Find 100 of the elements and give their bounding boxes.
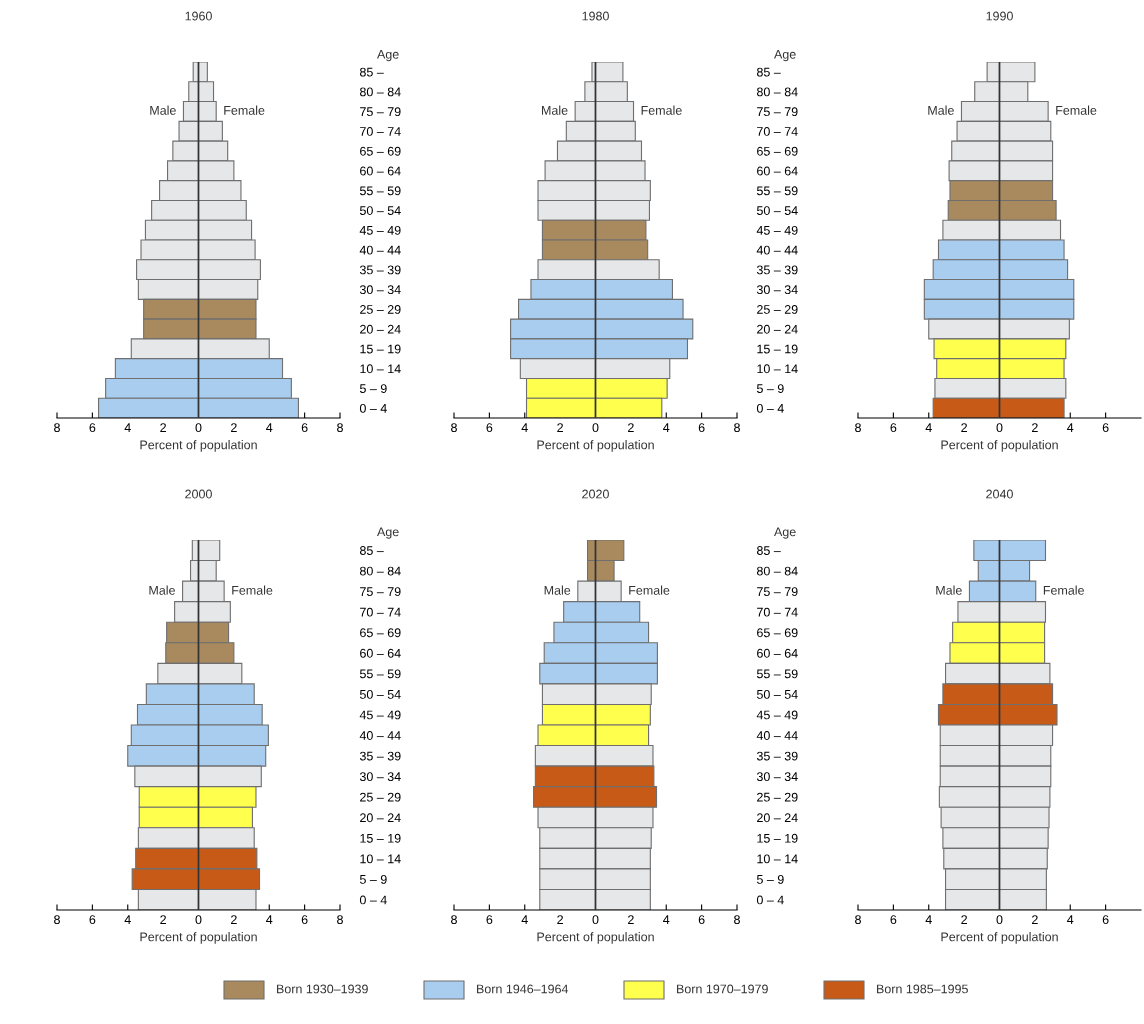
x-axis-title: Percent of population [140, 932, 257, 944]
y-tick-label: 30 – 34 [756, 285, 798, 295]
x-tick-label: 8 [337, 915, 343, 925]
x-tick-label: 2 [628, 915, 634, 924]
y-tick-label: 40 – 44 [756, 245, 798, 255]
y-tick-label: 20 – 24 [360, 324, 401, 334]
x-tick-label: 2 [160, 423, 166, 432]
y-tick-label: 30 – 34 [359, 285, 401, 295]
y-tick-label: 0 – 4 [359, 895, 387, 905]
x-axis-title: Percent of population [941, 440, 1058, 452]
y-tick-label: 75 – 79 [757, 587, 798, 597]
y-tick-label: 50 – 54 [359, 689, 401, 699]
series-label: Female [1043, 585, 1084, 595]
y-tick-label: 65 – 69 [757, 146, 798, 156]
x-tick-label: 2 [961, 915, 967, 924]
x-tick-label: 6 [301, 915, 308, 925]
x-tick-label: 2 [231, 915, 237, 924]
series-label: Male [544, 585, 571, 595]
x-tick-label: 4 [266, 915, 273, 924]
x-tick-label: 6 [890, 423, 897, 433]
y-tick-label: 50 – 54 [756, 206, 798, 215]
x-tick-label: 0 [195, 423, 202, 433]
y-tick-label: 20 – 24 [757, 324, 798, 334]
y-tick-label: 10 – 14 [757, 854, 798, 864]
x-tick-label: 4 [925, 915, 932, 924]
y-tick-label: 65 – 69 [757, 628, 798, 638]
x-axis-title: Percent of population [537, 932, 654, 944]
x-tick-label: 0 [195, 915, 202, 925]
y-axis-title: Age [377, 527, 399, 539]
y-tick-label: 60 – 64 [757, 166, 798, 176]
x-tick-label: 8 [855, 915, 861, 925]
x-tick-label: 2 [557, 423, 563, 432]
chart-title: 2040 [986, 489, 1013, 499]
x-tick-label: 2 [231, 423, 237, 432]
y-tick-label: 5 – 9 [359, 874, 387, 884]
x-tick-label: 8 [337, 423, 343, 433]
y-tick-label: 10 – 14 [757, 364, 798, 374]
y-tick-label: 85 – [359, 546, 384, 555]
x-tick-label: 6 [486, 915, 493, 925]
chart-title: 1990 [986, 11, 1013, 21]
x-tick-label: 4 [124, 915, 131, 924]
y-tick-label: 70 – 74 [360, 607, 401, 617]
x-tick-label: 2 [1032, 423, 1038, 432]
x-tick-label: 4 [266, 423, 273, 432]
y-tick-label: 15 – 19 [757, 833, 798, 843]
y-tick-label: 45 – 49 [756, 225, 798, 235]
y-tick-label: 35 – 39 [756, 751, 798, 761]
y-tick-label: 30 – 34 [756, 772, 798, 782]
y-tick-label: 35 – 39 [756, 265, 798, 275]
y-tick-label: 20 – 24 [757, 813, 798, 823]
x-tick-label: 6 [486, 423, 493, 433]
y-tick-label: 85 – [756, 546, 781, 555]
series-label: Male [928, 105, 954, 115]
y-tick-label: 0 – 4 [359, 403, 387, 413]
y-tick-label: 70 – 74 [757, 127, 798, 136]
x-tick-label: 4 [1067, 915, 1074, 924]
y-tick-label: 55 – 59 [756, 186, 798, 196]
y-tick-label: 15 – 19 [360, 344, 401, 354]
x-tick-label: 2 [961, 423, 967, 432]
x-tick-label: 4 [1067, 423, 1074, 432]
category-label: Born 1985–1995 [877, 984, 968, 994]
x-tick-label: 6 [698, 915, 705, 925]
x-tick-label: 2 [160, 915, 166, 924]
x-tick-label: 4 [663, 915, 670, 924]
y-tick-label: 70 – 74 [757, 607, 798, 617]
y-tick-label: 20 – 24 [360, 813, 401, 823]
y-tick-label: 0 – 4 [756, 895, 784, 905]
y-axis-title: Age [774, 527, 796, 539]
y-tick-label: 80 – 84 [359, 87, 401, 97]
y-tick-label: 65 – 69 [360, 628, 401, 638]
y-tick-label: 80 – 84 [756, 87, 798, 97]
x-tick-label: 8 [734, 915, 740, 925]
x-tick-label: 6 [89, 915, 96, 925]
y-tick-label: 40 – 44 [359, 245, 401, 255]
series-label: Female [1056, 105, 1097, 115]
x-tick-label: 2 [557, 915, 563, 924]
x-tick-label: 6 [1102, 915, 1109, 925]
y-tick-label: 45 – 49 [756, 710, 798, 720]
y-tick-label: 80 – 84 [359, 566, 401, 576]
x-axis-title: Percent of population [941, 932, 1058, 944]
y-tick-label: 35 – 39 [359, 265, 401, 275]
x-tick-label: 8 [451, 423, 457, 433]
series-label: Female [232, 585, 273, 595]
y-tick-label: 55 – 59 [756, 669, 798, 679]
y-tick-label: 75 – 79 [360, 587, 401, 597]
series-label: Male [936, 585, 962, 595]
y-tick-label: 50 – 54 [359, 206, 401, 215]
y-tick-label: 50 – 54 [756, 689, 798, 699]
x-tick-label: 4 [521, 423, 528, 432]
chart-title: 1980 [582, 11, 609, 21]
x-tick-label: 2 [1032, 915, 1038, 924]
y-axis-title: Age [774, 50, 796, 62]
y-tick-label: 75 – 79 [360, 107, 401, 117]
y-tick-label: 45 – 49 [359, 225, 401, 235]
y-tick-label: 5 – 9 [756, 874, 784, 884]
category-label: Born 1930–1939 [277, 984, 368, 994]
x-tick-label: 6 [1102, 423, 1109, 433]
y-tick-label: 0 – 4 [756, 403, 784, 413]
y-tick-label: 10 – 14 [360, 854, 401, 864]
y-tick-label: 85 – [756, 67, 781, 77]
